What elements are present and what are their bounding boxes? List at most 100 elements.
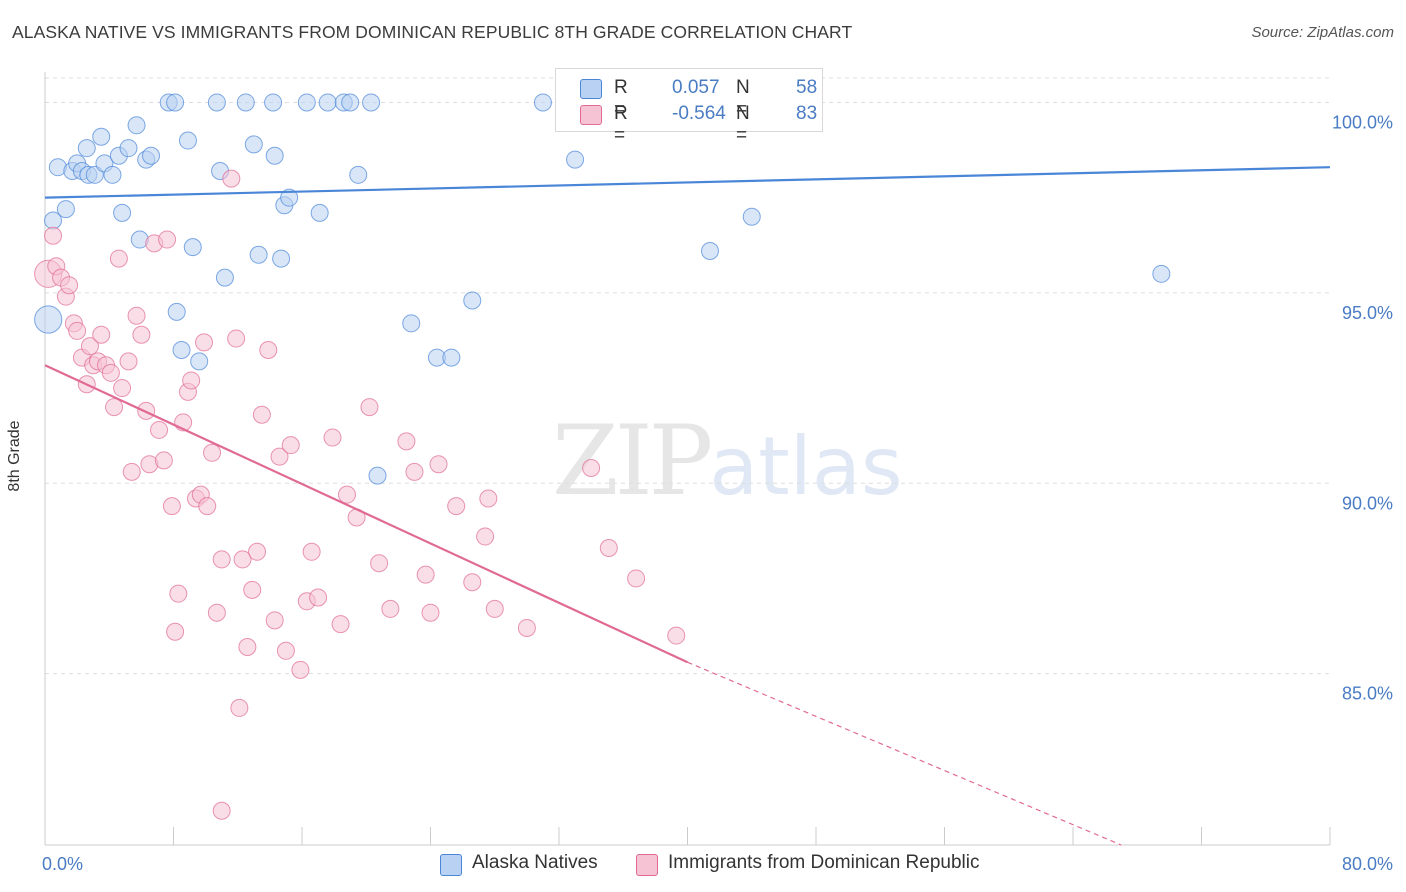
data-point xyxy=(742,207,761,226)
data-point xyxy=(243,580,262,599)
data-point xyxy=(566,150,585,169)
x-tick-label: 80.0% xyxy=(1342,854,1393,874)
data-point xyxy=(132,325,151,344)
data-point xyxy=(463,573,482,592)
bottom-legend-swatch-pink xyxy=(636,854,658,876)
data-point xyxy=(264,93,283,112)
data-point xyxy=(166,93,185,112)
data-point xyxy=(105,398,124,417)
data-point xyxy=(302,542,321,561)
chart-title: ALASKA NATIVE VS IMMIGRANTS FROM DOMINIC… xyxy=(12,22,853,42)
data-point xyxy=(479,489,498,508)
data-point xyxy=(476,527,495,546)
data-point xyxy=(341,93,360,112)
watermark-zip: ZIP xyxy=(552,405,713,517)
data-point xyxy=(182,371,201,390)
data-point xyxy=(158,230,177,249)
legend-n-value: 58 xyxy=(796,77,818,98)
data-point xyxy=(318,93,337,112)
legend-swatch-blue xyxy=(580,79,602,99)
data-point xyxy=(92,127,111,146)
trend-line xyxy=(44,364,688,664)
data-point xyxy=(700,241,719,260)
data-point xyxy=(113,203,132,222)
data-point xyxy=(381,599,400,618)
data-point xyxy=(233,550,252,569)
bottom-legend: Alaska Natives Immigrants from Dominican… xyxy=(0,852,1406,878)
data-point xyxy=(80,337,99,356)
data-point xyxy=(667,626,686,645)
data-point xyxy=(249,245,268,264)
data-point xyxy=(627,569,646,588)
data-point xyxy=(127,306,146,325)
data-point xyxy=(248,542,267,561)
chart-source: Source: ZipAtlas.com xyxy=(1251,24,1394,41)
legend-n-label: N = xyxy=(736,103,750,146)
data-point xyxy=(113,379,132,398)
data-point xyxy=(323,428,342,447)
x-tick-label: 0.0% xyxy=(42,854,83,874)
data-point xyxy=(190,352,209,371)
data-point xyxy=(281,436,300,455)
data-point xyxy=(297,93,316,112)
data-point xyxy=(198,497,217,516)
data-point xyxy=(68,321,87,340)
data-point xyxy=(207,93,226,112)
data-point xyxy=(142,146,161,165)
data-point xyxy=(119,139,138,158)
data-point xyxy=(349,165,368,184)
y-tick-label: 90.0% xyxy=(1342,493,1393,513)
data-point xyxy=(270,447,289,466)
data-point xyxy=(291,660,310,679)
data-point xyxy=(416,565,435,584)
data-point xyxy=(162,497,181,516)
data-point xyxy=(397,432,416,451)
data-point xyxy=(265,146,284,165)
data-point xyxy=(599,538,618,557)
data-point xyxy=(259,340,278,359)
data-point xyxy=(442,348,461,367)
legend-r-label: R = xyxy=(614,77,628,120)
trend-line-extension xyxy=(687,661,1122,846)
data-point xyxy=(272,249,291,268)
legend-swatch-pink xyxy=(580,105,602,125)
data-point xyxy=(154,451,173,470)
data-point xyxy=(280,188,299,207)
data-point xyxy=(203,443,222,462)
y-tick-label: 100.0% xyxy=(1332,112,1393,132)
y-axis-label: 8th Grade xyxy=(6,420,23,492)
data-point xyxy=(167,302,186,321)
data-point xyxy=(236,93,255,112)
data-point xyxy=(331,615,350,634)
data-point xyxy=(276,641,295,660)
data-point xyxy=(360,398,379,417)
data-point xyxy=(34,305,63,334)
data-point xyxy=(238,637,257,656)
watermark-atlas: atlas xyxy=(709,420,903,513)
data-point xyxy=(44,226,63,245)
data-point xyxy=(169,584,188,603)
data-point xyxy=(195,333,214,352)
data-point xyxy=(429,455,448,474)
data-point xyxy=(310,203,329,222)
data-point xyxy=(222,169,241,188)
data-point xyxy=(252,405,271,424)
data-point xyxy=(92,325,111,344)
data-point xyxy=(463,291,482,310)
data-point xyxy=(178,131,197,150)
bottom-legend-label: Alaska Natives xyxy=(472,852,598,873)
data-point xyxy=(172,340,191,359)
data-point xyxy=(215,268,234,287)
legend-n-label: N = xyxy=(736,77,750,120)
bottom-legend-label: Immigrants from Dominican Republic xyxy=(668,852,980,873)
data-point xyxy=(227,329,246,348)
bottom-legend-swatch-blue xyxy=(440,854,462,876)
data-point xyxy=(517,618,536,637)
data-point xyxy=(56,200,75,219)
watermark: ZIPatlas xyxy=(552,405,903,517)
data-point xyxy=(447,497,466,516)
data-point xyxy=(122,462,141,481)
data-point xyxy=(421,603,440,622)
data-point xyxy=(265,611,284,630)
